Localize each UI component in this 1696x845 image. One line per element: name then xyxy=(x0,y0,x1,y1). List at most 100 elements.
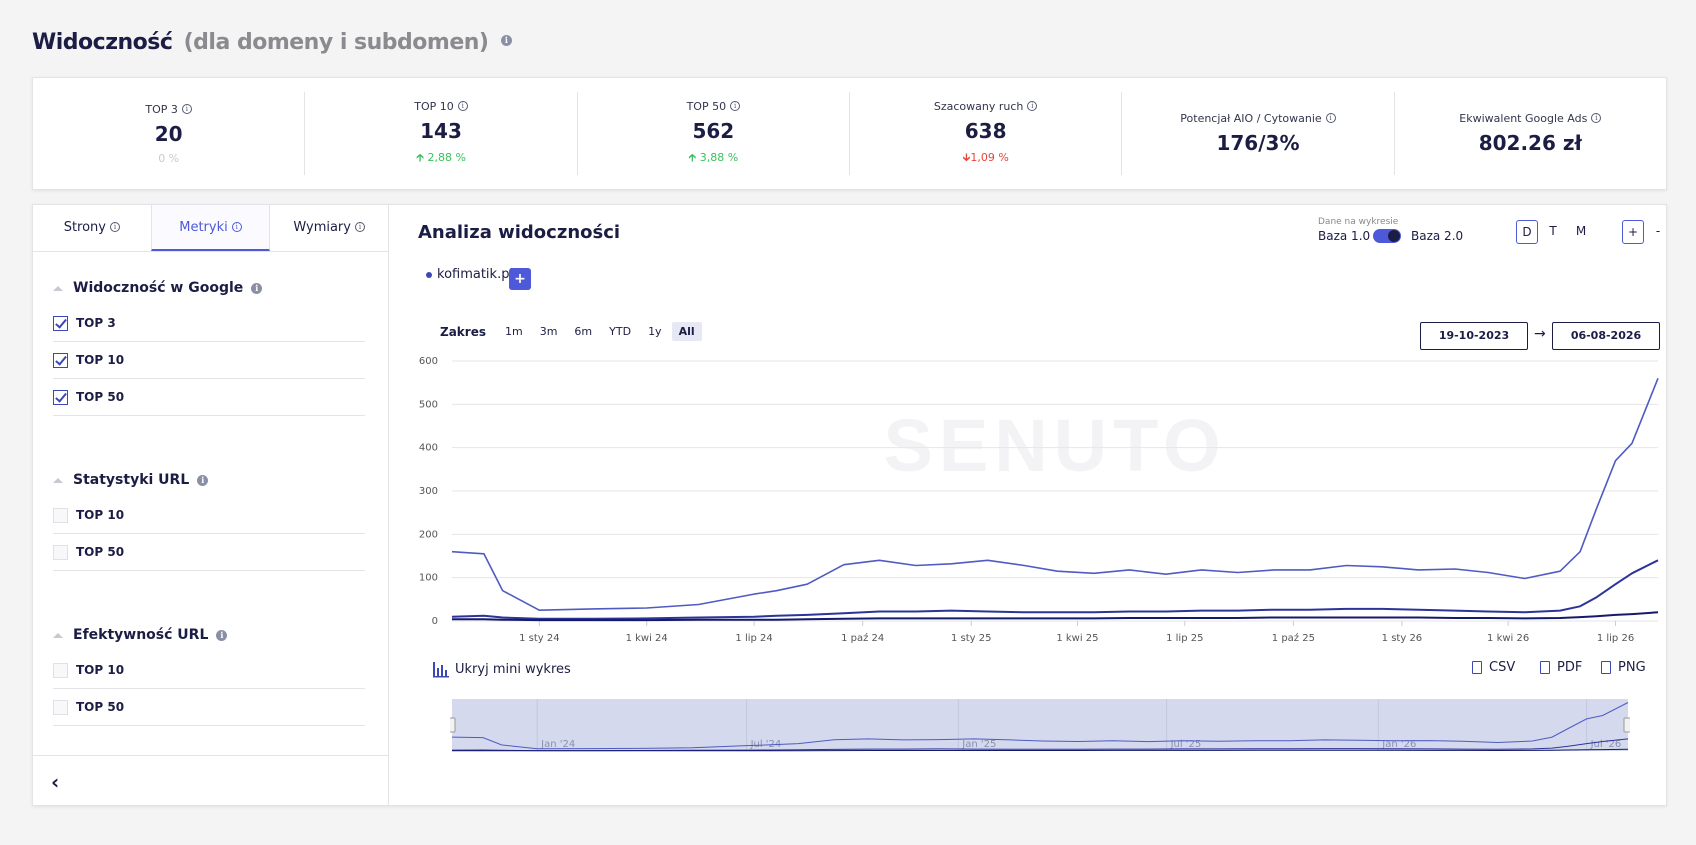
file-icon xyxy=(1540,661,1550,674)
visibility-chart[interactable]: SENUTO 0 100 200 300 400 500 600 1 sty 24 1 kwi 2… xyxy=(410,353,1660,648)
analysis-panel: Strony i Metryki i Wymiary i Widoczność w G… xyxy=(32,204,1667,806)
stat-top10: TOP 10 i 143 🡱 2,88 % xyxy=(305,92,578,175)
info-icon[interactable]: i xyxy=(1325,113,1336,123)
export-label: CSV xyxy=(1489,660,1516,675)
bar-chart-icon xyxy=(433,662,449,678)
tab-metryki[interactable]: Metryki i xyxy=(150,205,271,251)
y-tick-label: 200 xyxy=(419,529,438,540)
chevron-left-icon[interactable]: ‹ xyxy=(51,770,60,794)
stat-value: 143 xyxy=(420,118,462,143)
option-label: TOP 3 xyxy=(76,316,116,330)
title-subtitle: (dla domeny i subdomen) xyxy=(183,30,489,55)
navigator-tick-label: Jul '25 xyxy=(1170,739,1202,750)
metric-option[interactable]: TOP 3 xyxy=(53,305,365,342)
period-m[interactable]: M xyxy=(1575,224,1587,238)
metrics-sidebar: Strony i Metryki i Wymiary i Widoczność w G… xyxy=(33,205,389,805)
tab-wymiary[interactable]: Wymiary i xyxy=(270,205,388,251)
watermark: SENUTO xyxy=(883,404,1226,487)
export-label: PNG xyxy=(1618,660,1646,675)
checkbox[interactable] xyxy=(53,352,68,368)
navigator-tick-label: Jul '26 xyxy=(1590,739,1622,750)
period-t[interactable]: T xyxy=(1549,224,1557,238)
option-label: TOP 10 xyxy=(76,663,125,677)
checkbox[interactable] xyxy=(53,389,68,405)
domain-legend[interactable]: kofimatik.pl xyxy=(426,267,513,282)
checkbox[interactable] xyxy=(53,315,68,331)
base-switch[interactable] xyxy=(1373,229,1401,243)
group-efektywnosc: Efektywność URL i TOP 10 TOP 50 xyxy=(53,624,365,726)
info-icon[interactable]: i xyxy=(457,100,468,111)
sidebar-tabs: Strony i Metryki i Wymiary i xyxy=(33,205,388,252)
metric-option[interactable]: TOP 10 xyxy=(53,652,365,689)
series-line xyxy=(451,378,1659,611)
info-icon[interactable]: i xyxy=(500,34,512,46)
collapse-icon xyxy=(53,632,63,638)
range-selector: Zakres 1m 3m 6m YTD 1y All xyxy=(440,322,705,341)
stat-label: Szacowany ruch xyxy=(933,99,1024,113)
stat-value: 802.26 zł xyxy=(1478,131,1582,155)
option-label: TOP 50 xyxy=(76,545,125,559)
checkbox[interactable] xyxy=(53,507,68,523)
info-icon[interactable]: i xyxy=(197,474,209,486)
range-all[interactable]: All xyxy=(671,322,702,341)
add-domain-button[interactable]: + xyxy=(509,268,531,290)
export-pdf-button[interactable]: PDF xyxy=(1540,660,1582,675)
export-csv-button[interactable]: CSV xyxy=(1472,660,1515,675)
info-icon[interactable]: i xyxy=(251,282,263,294)
option-label: TOP 50 xyxy=(76,700,125,714)
range-6m[interactable]: 6m xyxy=(574,325,593,338)
stat-label: TOP 10 xyxy=(414,99,454,113)
mini-chart-toggle[interactable]: Ukryj mini wykres xyxy=(432,660,571,678)
stat-change: 0 % xyxy=(158,151,180,165)
info-icon: i xyxy=(109,221,120,232)
group-title: Widoczność w Google xyxy=(73,280,244,296)
stat-value: 638 xyxy=(964,118,1007,143)
checkbox[interactable] xyxy=(53,662,68,678)
info-icon[interactable]: i xyxy=(730,100,741,111)
metric-option[interactable]: TOP 50 xyxy=(53,534,365,571)
navigator-series-line xyxy=(452,748,1629,752)
stat-label: TOP 3 xyxy=(145,102,178,116)
collapse-icon xyxy=(53,285,63,291)
group-title: Efektywność URL xyxy=(73,627,209,643)
date-to-input[interactable]: 06-08-2026 xyxy=(1552,322,1660,350)
tab-label: Metryki xyxy=(179,220,228,235)
x-tick-label: 1 kwi 24 xyxy=(626,633,668,644)
checkbox[interactable] xyxy=(53,544,68,560)
info-icon[interactable]: i xyxy=(216,629,228,641)
metric-option[interactable]: TOP 50 xyxy=(53,689,365,726)
toggle-caption: Dane na wykresie xyxy=(1318,217,1399,227)
date-from-input[interactable]: 19-10-2023 xyxy=(1420,322,1528,350)
arrow-right-icon: → xyxy=(1534,326,1546,342)
zoom-in-button[interactable]: + xyxy=(1622,220,1644,244)
info-icon[interactable]: i xyxy=(181,103,192,114)
range-3m[interactable]: 3m xyxy=(539,325,558,338)
stat-change-value: 1,09 % xyxy=(970,150,1009,164)
metric-option[interactable]: TOP 50 xyxy=(53,379,365,416)
period-d[interactable]: D xyxy=(1516,220,1538,244)
mini-navigator-chart[interactable]: Jan '24 Jul '24 Jan '25 Jul '25 Jan '26 Jul '… xyxy=(450,695,1630,755)
group-header[interactable]: Widoczność w Google i xyxy=(53,277,365,299)
x-tick-label: 1 paź 24 xyxy=(841,632,884,644)
metric-option[interactable]: TOP 10 xyxy=(53,497,365,534)
range-ytd[interactable]: YTD xyxy=(609,325,632,338)
group-header[interactable]: Statystyki URL i xyxy=(53,469,365,491)
checkbox[interactable] xyxy=(53,699,68,715)
navigator-handle xyxy=(450,717,456,733)
zoom-out-button[interactable]: - xyxy=(1655,224,1661,238)
range-label: Zakres xyxy=(440,324,486,339)
option-label: TOP 10 xyxy=(76,508,125,522)
range-1y[interactable]: 1y xyxy=(648,325,662,338)
metric-option[interactable]: TOP 10 xyxy=(53,342,365,379)
navigator-tick-label: Jan '24 xyxy=(540,739,575,750)
page-title: Widoczność (dla domeny i subdomen) i xyxy=(32,30,512,55)
info-icon[interactable]: i xyxy=(1591,113,1602,123)
range-1m[interactable]: 1m xyxy=(504,325,523,338)
info-icon: i xyxy=(354,221,365,232)
group-title: Statystyki URL xyxy=(73,472,190,488)
info-icon[interactable]: i xyxy=(1027,100,1038,111)
group-header[interactable]: Efektywność URL i xyxy=(53,624,365,646)
tab-strony[interactable]: Strony i xyxy=(33,205,151,251)
export-png-button[interactable]: PNG xyxy=(1601,660,1646,675)
